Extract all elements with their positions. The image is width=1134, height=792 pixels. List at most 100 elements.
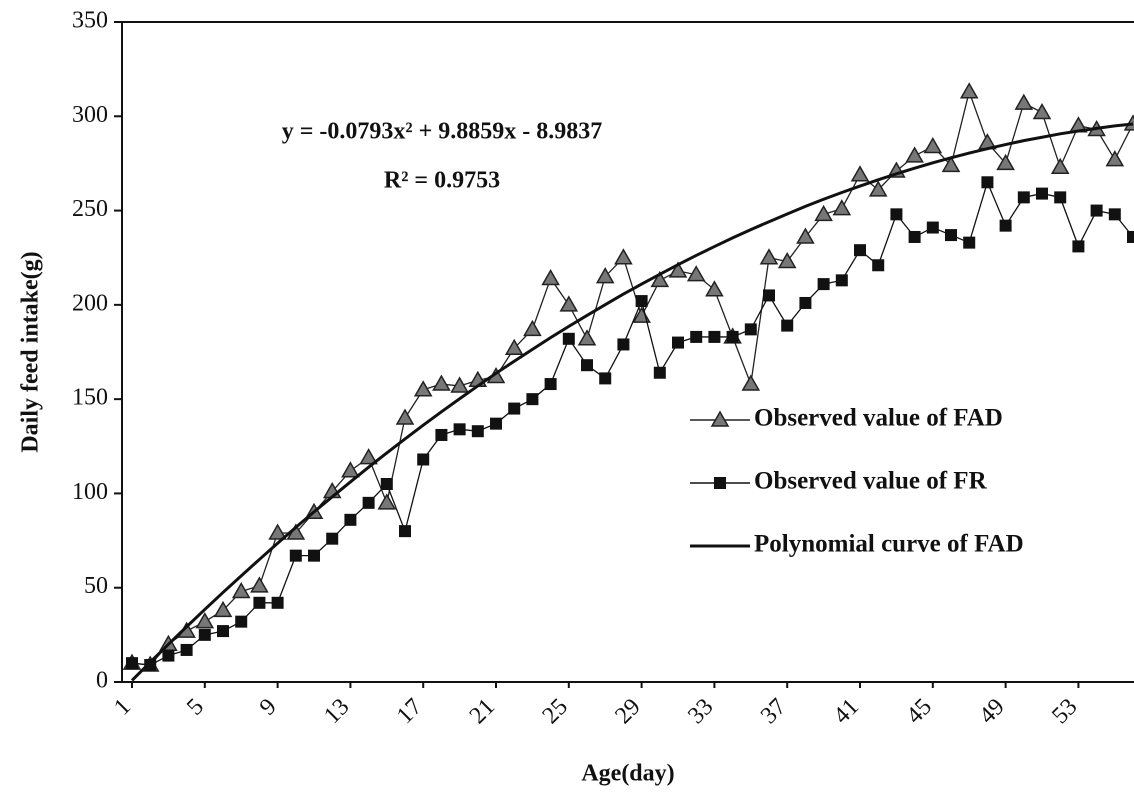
data-point [796,227,815,244]
y-tick-label: 350 [72,8,108,34]
legend-label: Observed value of FR [754,468,988,495]
x-tick-label: 53 [1047,694,1082,729]
data-point [1090,204,1103,217]
data-point [672,336,685,349]
data-point [686,265,706,282]
data-point [781,319,794,332]
data-point [1050,157,1070,174]
data-point [435,428,448,441]
data-point [413,380,433,397]
x-tick-label: 9 [255,694,282,721]
data-point [126,657,139,670]
data-point [559,295,579,312]
data-point [763,289,776,302]
data-point [744,323,757,336]
y-tick-label: 250 [72,196,108,222]
data-point [653,366,666,379]
data-point [523,319,542,337]
y-axis-label: Daily feed intake(g) [18,251,44,452]
data-point [1127,230,1134,243]
data-point [945,229,958,242]
data-point [868,180,888,197]
data-point [577,329,597,346]
data-point [253,596,266,609]
data-point [690,330,703,343]
data-point [344,513,357,526]
data-point [471,425,484,438]
data-point [362,496,375,509]
data-point [777,251,797,269]
data-point [817,278,830,291]
data-point [959,82,979,99]
x-tick-label: 21 [465,694,500,729]
data-point [581,359,594,372]
data-point [450,376,469,393]
data-point [195,612,215,629]
data-point [271,596,284,609]
data-point [417,453,430,466]
x-tick-label: 37 [756,694,791,729]
data-point [905,146,924,163]
data-point [963,236,976,249]
data-point [1072,240,1085,253]
y-tick-label: 100 [72,479,108,505]
x-tick-label: 29 [610,694,645,729]
data-point [268,523,287,540]
x-tick-label: 49 [974,694,1009,729]
data-point [1017,191,1030,204]
data-point [377,493,397,510]
data-point [650,270,670,288]
x-tick-label: 5 [182,694,209,721]
data-point [595,267,615,284]
data-point [1032,103,1052,120]
data-point [562,332,575,345]
data-point [1054,191,1067,204]
data-point [981,176,994,189]
data-point [144,659,157,672]
data-point [217,625,230,638]
data-point [941,155,961,173]
data-point [1108,208,1121,221]
data-point [380,478,393,490]
data-point [832,199,852,216]
x-tick-label: 13 [319,694,354,729]
x-tick-label: 41 [829,694,864,729]
data-point [526,393,539,406]
data-point [341,461,360,478]
data-point [308,549,321,562]
data-point [508,402,521,415]
data-point [850,165,870,182]
data-point [289,549,302,562]
y-tick-label: 50 [84,573,108,599]
data-point [231,581,251,599]
data-point [1036,187,1049,200]
data-point [705,280,724,297]
data-point [614,248,633,265]
legend-label: Observed value of FAD [754,405,1003,432]
x-tick-label: 33 [683,694,718,729]
data-point [872,259,885,272]
data-point [854,244,867,257]
data-point [759,248,779,265]
data-point [890,208,903,221]
equation: y = -0.0793x² + 9.8859x - 8.9837 [282,119,603,145]
data-point [399,525,412,538]
x-tick-label: 45 [902,694,937,729]
data-point [923,136,943,154]
data-point [541,268,560,286]
x-axis-label: Age(day) [581,761,674,787]
data-point [996,153,1015,171]
data-point [835,274,848,287]
y-tick-label: 0 [96,668,108,694]
data-point [635,295,648,308]
data-point [544,378,557,391]
data-point [432,374,451,391]
data-point [908,230,921,243]
data-point [250,576,269,593]
data-point [326,532,339,545]
data-point [198,628,211,641]
data-point [235,615,248,628]
data-point [999,219,1012,232]
data-point [1123,114,1134,131]
fit-curve [130,122,1134,682]
